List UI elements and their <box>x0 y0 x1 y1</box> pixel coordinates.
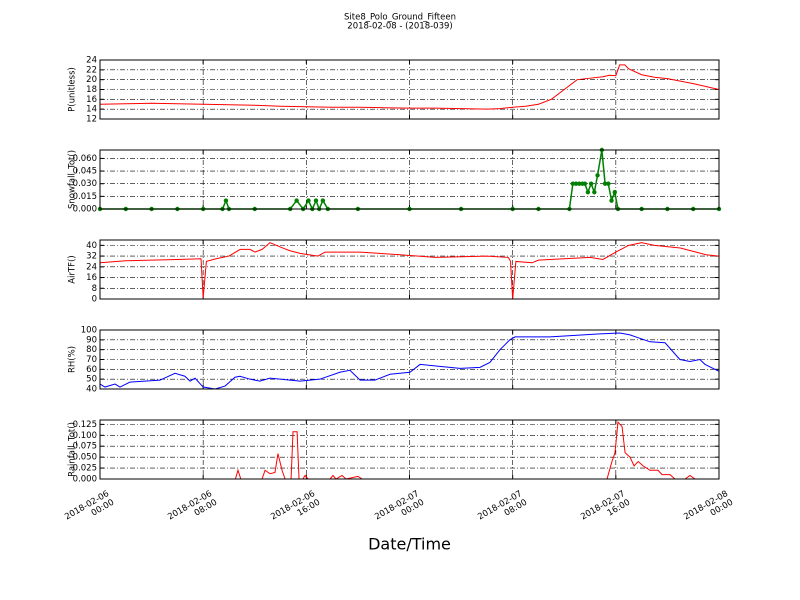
data-point <box>313 198 319 203</box>
y-tick-label: 20 <box>86 75 97 85</box>
data-point <box>306 198 311 203</box>
data-line <box>99 332 720 390</box>
data-point <box>606 181 611 186</box>
data-point <box>592 189 597 195</box>
y-tick-label: 8 <box>92 284 97 294</box>
data-point <box>582 181 588 186</box>
y-tick-label: 0.025 <box>73 464 97 474</box>
y-tick-label: 100 <box>81 326 97 336</box>
y-tick-label: 0.015 <box>73 192 97 202</box>
y-tick-label: 50 <box>86 375 97 385</box>
y-tick-label: 80 <box>86 345 97 355</box>
data-point <box>609 198 614 203</box>
chart-title: Site8_Polo_Ground_Fifteen <box>344 13 456 23</box>
y-tick-label: 0.060 <box>73 154 97 164</box>
plot-frame <box>99 329 720 390</box>
y-tick-label: 40 <box>86 385 97 395</box>
chart-subtitle: 2018-02-08 - (2018-039) <box>347 22 452 32</box>
data-point <box>612 189 617 195</box>
plot-frame <box>99 149 720 210</box>
y-tick-label: 0.050 <box>73 453 97 463</box>
y-tick-label: 14 <box>86 105 97 115</box>
y-tick-label: 0.045 <box>73 167 97 177</box>
plot-frame <box>99 239 720 300</box>
y-tick-label: 24 <box>86 262 97 272</box>
y-tick-label: 0 <box>92 295 97 305</box>
y-axis-label: Snowfall_Tot() <box>68 150 78 209</box>
y-axis-label: P(unitless) <box>68 67 78 112</box>
data-point <box>573 181 579 186</box>
y-tick-label: 22 <box>86 65 97 75</box>
y-tick-label: 0.075 <box>73 442 97 452</box>
y-tick-label: 0.100 <box>73 431 97 441</box>
data-line <box>99 242 720 300</box>
data-point <box>602 181 608 186</box>
y-tick-label: 40 <box>86 241 97 251</box>
y-tick-label: 60 <box>86 365 97 375</box>
y-tick-label: 0.000 <box>73 475 97 485</box>
data-point <box>320 198 326 203</box>
y-tick-label: 0.030 <box>73 179 97 189</box>
y-axis-label: RH(%) <box>68 346 78 373</box>
y-tick-label: 90 <box>86 335 97 345</box>
data-line <box>99 64 720 110</box>
plot-frame <box>99 419 720 480</box>
y-tick-label: 32 <box>86 252 97 262</box>
data-point <box>588 181 594 186</box>
y-tick-label: 0.125 <box>73 420 97 430</box>
data-point <box>294 198 299 203</box>
y-axis-label: Rainfall_Tot() <box>68 422 78 477</box>
y-tick-label: 24 <box>86 56 97 66</box>
data-point <box>570 181 576 186</box>
y-axis-label: AirTF() <box>68 255 78 283</box>
y-tick-label: 16 <box>86 95 97 105</box>
y-tick-label: 70 <box>86 355 97 365</box>
x-axis-label: Date/Time <box>368 535 451 554</box>
y-tick-label: 0.000 <box>73 205 97 215</box>
data-point <box>577 181 582 186</box>
y-tick-label: 12 <box>86 115 97 125</box>
data-point <box>585 189 591 195</box>
data-point <box>595 173 600 178</box>
data-point <box>223 198 229 203</box>
plot-frame <box>99 59 720 120</box>
y-tick-label: 18 <box>86 85 97 95</box>
data-line <box>100 421 719 480</box>
y-tick-label: 16 <box>86 273 97 283</box>
